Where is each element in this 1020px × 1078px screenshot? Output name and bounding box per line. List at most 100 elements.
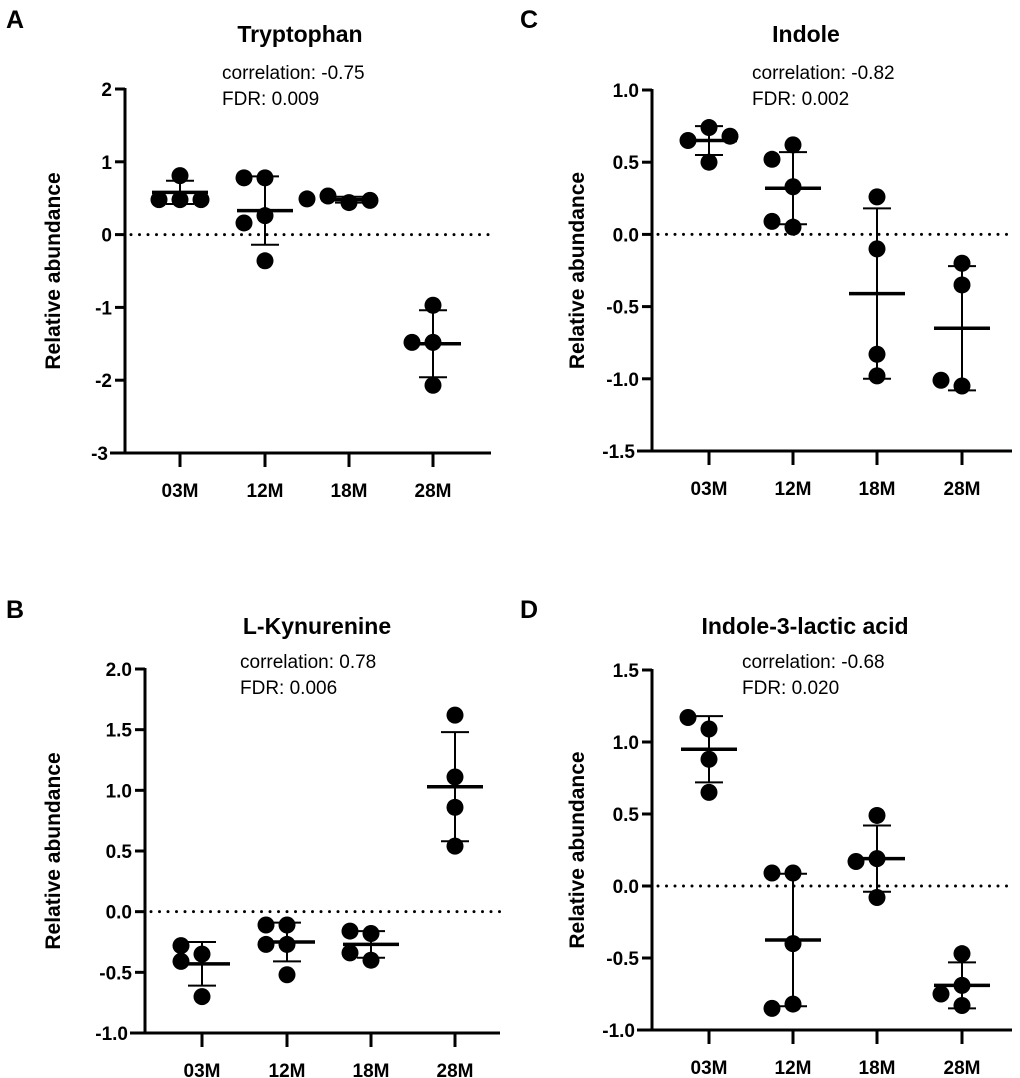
data-point [424,376,442,394]
data-point [192,191,210,209]
data-point [257,916,275,934]
x-tick-label: 12M [775,1058,812,1078]
chart-title: L-Kynurenine [243,613,391,639]
data-point [763,212,781,230]
x-tick-label: 03M [184,1061,221,1078]
y-tick-label: -0.5 [99,963,132,984]
fdr-annotation: FDR: 0.009 [222,89,319,110]
y-axis-label: Relative abundance [42,172,65,369]
data-point [235,169,253,187]
data-point [784,136,802,154]
panel-d: D Indole-3-lactic acid correlation: -0.68 F… [520,596,1014,1078]
group-12M [235,169,293,270]
correlation-annotation: correlation: 0.78 [240,652,376,673]
correlation-annotation: correlation: -0.68 [742,652,885,673]
panel-letter: B [6,596,24,624]
group-12M [257,916,315,984]
y-tick-label: -3 [91,444,108,465]
y-tick-label: 0.5 [613,805,640,826]
data-point [700,783,718,801]
data-point [847,853,865,871]
y-tick-label: 2.0 [106,660,132,681]
data-point [763,150,781,168]
x-tick-label: 28M [944,479,981,500]
data-point [172,937,190,955]
y-tick-label: 0.0 [106,903,132,924]
y-axis-label: Relative abundance [42,752,65,949]
y-tick-label: -0.5 [606,298,639,319]
y-tick-label: -1.5 [602,442,635,463]
y-tick-label: 1.5 [613,661,640,682]
data-point [319,187,337,205]
y-tick-label: 0.5 [106,842,133,863]
data-point [341,944,359,962]
y-tick-label: 1.0 [613,81,639,102]
chart-title: Indole [772,21,840,47]
data-point [235,214,253,232]
data-point [763,999,781,1017]
y-tick-label: 1.5 [106,721,133,742]
y-axis-label: Relative abundance [566,172,589,369]
data-point [298,190,316,208]
correlation-annotation: correlation: -0.75 [222,63,365,84]
data-point [932,985,950,1003]
x-tick-label: 18M [353,1061,390,1078]
data-point [679,709,697,727]
data-point [868,889,886,907]
chart-title: Indole-3-lactic acid [701,613,908,639]
panel-letter: D [520,596,538,624]
data-point [278,966,296,984]
data-point [953,945,971,963]
y-tick-label: -1.0 [606,370,639,391]
group-18M [849,188,905,385]
panel-letter: C [520,6,538,34]
y-tick-label: -1.0 [602,1021,635,1042]
group-28M [932,945,990,1015]
y-tick-label: -2 [95,371,112,392]
x-tick-label: 12M [269,1061,306,1078]
data-point [172,952,190,970]
data-point [784,218,802,236]
data-point [700,153,718,171]
data-point [257,935,275,953]
y-axis-label: Relative abundance [566,751,589,948]
group-03M [679,709,737,801]
group-18M [341,922,399,969]
fdr-annotation: FDR: 0.002 [752,89,849,110]
group-18M [298,187,379,212]
y-tick-label: 0 [101,226,112,247]
y-tick-label: 0.0 [613,877,639,898]
y-tick-label: -0.5 [606,949,639,970]
data-point [256,252,274,270]
data-point [446,706,464,724]
fdr-annotation: FDR: 0.020 [742,678,839,699]
group-28M [427,706,483,855]
x-tick-label: 03M [691,1058,728,1078]
data-point [341,922,359,940]
data-point [868,188,886,206]
chart-title: Tryptophan [237,21,362,47]
group-28M [932,254,990,395]
data-point [763,864,781,882]
correlation-annotation: correlation: -0.82 [752,63,895,84]
data-point [868,806,886,824]
y-tick-label: 0.5 [613,153,640,174]
y-tick-label: 1 [101,153,112,174]
x-tick-label: 28M [415,481,452,502]
y-tick-label: 1.0 [613,733,639,754]
group-12M [763,136,821,236]
panel-b: B L-Kynurenine correlation: 0.78 FDR: 0.006… [6,596,502,1078]
y-tick-label: -1.0 [95,1024,128,1045]
group-28M [403,296,461,394]
x-tick-label: 03M [162,481,199,502]
group-03M [172,937,230,1006]
y-tick-label: 2 [101,80,112,101]
x-tick-label: 18M [859,479,896,500]
data-point [193,988,211,1006]
y-tick-label: 1.0 [106,781,132,802]
x-tick-label: 12M [775,479,812,500]
panel-letter: A [6,6,24,34]
x-tick-label: 12M [247,481,284,502]
x-tick-label: 18M [331,481,368,502]
